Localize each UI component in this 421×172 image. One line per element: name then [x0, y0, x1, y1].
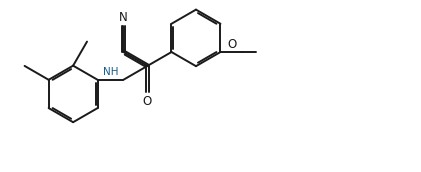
- Text: O: O: [228, 37, 237, 51]
- Text: NH: NH: [103, 67, 118, 77]
- Text: O: O: [143, 95, 152, 108]
- Text: N: N: [119, 11, 128, 24]
